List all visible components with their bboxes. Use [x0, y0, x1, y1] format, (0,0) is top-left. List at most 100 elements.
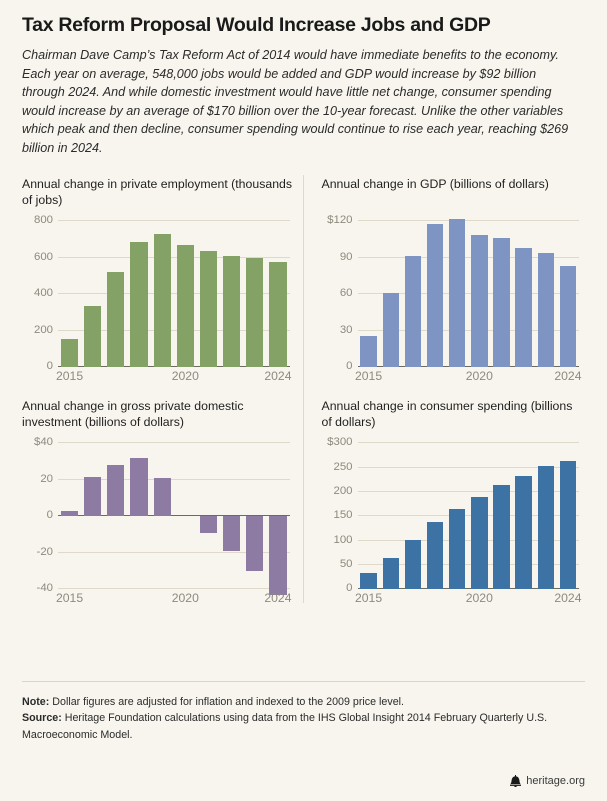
y-axis-tick-label: 60 [339, 287, 353, 300]
chart-consumer-spending: Annual change in consumer spending (bill… [304, 393, 594, 609]
bar-slot [266, 443, 289, 595]
y-axis-tick-label: 0 [346, 582, 353, 595]
axis-baseline [58, 366, 290, 368]
axis-baseline [357, 366, 579, 368]
bar-slot [446, 443, 468, 590]
bar [493, 238, 510, 368]
bar-slot [220, 221, 243, 368]
bar-slot [127, 221, 150, 368]
bar-slot [380, 221, 402, 368]
bar-series [358, 443, 580, 590]
header: Tax Reform Proposal Would Increase Jobs … [0, 0, 607, 157]
bar-slot [174, 443, 197, 589]
bar [199, 250, 218, 368]
bar-slot [446, 219, 468, 368]
gridline: 50 [340, 558, 579, 570]
bar-slot [197, 443, 220, 589]
x-axis-tick-label: 2020 [171, 591, 199, 606]
gridline: 60 [340, 287, 579, 299]
bar-slot [490, 221, 512, 368]
chart-investment: Annual change in gross private domestic … [14, 393, 304, 609]
bar [449, 508, 466, 590]
bar [246, 257, 264, 368]
plot-area: 0 200 400 600 800 [34, 214, 290, 372]
bar [382, 293, 399, 368]
bar-slot [358, 221, 380, 368]
chart-investment-plot: -40 -20 0 20 $40 2015 2020 2024 [22, 436, 296, 609]
bar [404, 255, 422, 368]
x-axis: 2015 2020 2024 [355, 591, 581, 609]
source-text: Heritage Foundation calculations using d… [22, 712, 548, 741]
bar-slot [266, 221, 289, 368]
bar [537, 253, 555, 368]
bar-slot [127, 443, 150, 589]
bar [269, 261, 287, 368]
gridline: 0 [47, 509, 290, 521]
gridline: 90 [340, 251, 579, 263]
column-divider [303, 175, 304, 604]
y-axis-tick-label: 30 [339, 323, 353, 336]
gridline: 30 [340, 324, 579, 336]
gridline: 250 [333, 461, 579, 473]
bar [515, 248, 532, 368]
note-line: Note: Dollar figures are adjusted for in… [22, 694, 585, 710]
bar [493, 485, 510, 590]
bar-slot [402, 443, 424, 590]
bar [426, 223, 444, 368]
bar-slot [243, 443, 266, 589]
gridline: -40 [37, 582, 290, 594]
x-axis-tick-label: 2015 [56, 591, 84, 606]
bar-slot [468, 443, 490, 590]
bar [382, 558, 399, 590]
bar-slot [380, 443, 402, 590]
bar [61, 339, 79, 368]
bar [471, 496, 488, 590]
x-axis-tick-label: 2020 [465, 369, 493, 384]
footer-divider [22, 681, 585, 682]
bar [61, 510, 79, 517]
bar-slot [197, 221, 220, 368]
bar-slot [151, 443, 174, 589]
bar-slot [358, 443, 380, 590]
charts-grid: Annual change in private employment (tho… [0, 171, 607, 609]
gridline: 20 [40, 473, 290, 485]
y-axis-tick-label: $40 [33, 436, 53, 449]
bar-slot [468, 221, 490, 368]
gridline: $40 [34, 436, 290, 448]
y-axis-tick-label: 90 [339, 250, 353, 263]
x-axis-tick-label: 2024 [554, 369, 582, 384]
bar [360, 335, 377, 368]
bar [107, 465, 125, 517]
plot-area: 0 50 100 150 200 250 $300 [327, 436, 580, 594]
x-axis-tick-label: 2020 [171, 369, 199, 384]
bar-slot [81, 221, 104, 368]
x-axis-tick-label: 2015 [355, 369, 383, 384]
bar [223, 255, 241, 368]
bar [107, 271, 125, 368]
chart-employment-title: Annual change in private employment (tho… [22, 177, 293, 208]
x-axis: 2015 2020 2024 [56, 591, 292, 609]
bar-slot [424, 221, 446, 368]
chart-gdp-title: Annual change in GDP (billions of dollar… [321, 177, 549, 192]
bar [269, 516, 287, 595]
y-axis-tick-label: $300 [327, 436, 353, 449]
gridline: 600 [34, 251, 290, 263]
bar [559, 460, 577, 590]
bar [223, 516, 241, 552]
x-axis-tick-label: 2024 [264, 591, 292, 606]
y-axis-tick-label: 600 [33, 250, 53, 263]
y-axis-tick-label: 0 [46, 360, 53, 373]
bar-slot [490, 443, 512, 590]
y-axis-tick-label: 400 [33, 287, 53, 300]
footer-notes: Note: Dollar figures are adjusted for in… [22, 694, 585, 743]
bar-slot [243, 221, 266, 368]
bar [130, 242, 148, 368]
bar-slot [58, 221, 81, 368]
bar [515, 475, 532, 590]
page-title: Tax Reform Proposal Would Increase Jobs … [22, 14, 491, 36]
gridline: 800 [34, 214, 290, 226]
gridline: 200 [333, 485, 579, 497]
bar-slot [535, 221, 557, 368]
bar [153, 234, 171, 368]
bar [471, 234, 488, 368]
